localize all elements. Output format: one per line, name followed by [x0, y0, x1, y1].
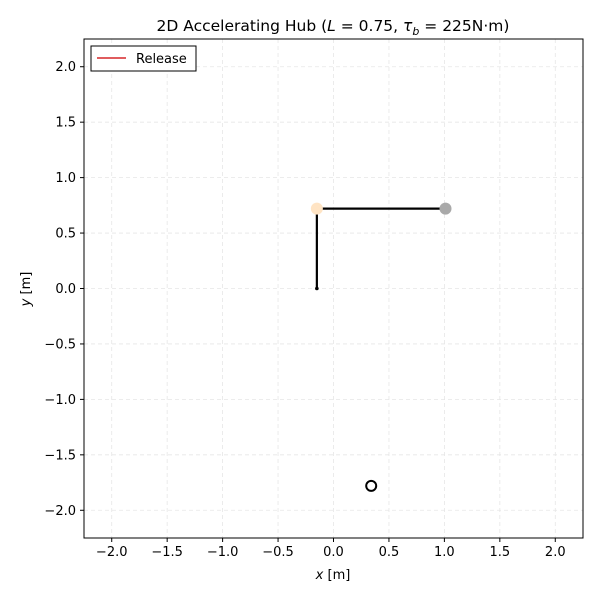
x-tick-label: −1.0 — [207, 545, 239, 560]
y-axis-label: y [m] — [19, 272, 34, 308]
title-main: 2D Accelerating Hub ( — [157, 17, 328, 35]
chart-title: 2D Accelerating Hub (L = 0.75, τb = 225N… — [157, 17, 510, 38]
x-tick-label: −1.5 — [151, 545, 183, 560]
y-tick-label: 1.5 — [55, 116, 76, 131]
tip-point — [439, 202, 452, 215]
x-tick-label: 2.0 — [545, 545, 566, 560]
y-tick-label: −2.0 — [44, 504, 76, 519]
y-tick-label: 2.0 — [55, 60, 76, 75]
title-eq2: = 225N·m) — [419, 17, 509, 35]
target-marker — [365, 479, 378, 492]
y-tick-label: −1.0 — [44, 393, 76, 408]
ticks-layer: −2.0 −1.5 −1.0 −0.5 0.0 0.5 1.0 1.5 2.0 −2.0 −1.5 −… — [44, 60, 565, 560]
x-tick-label: −2.0 — [96, 545, 128, 560]
title-sub: b — [412, 25, 419, 38]
marks-layer — [310, 202, 452, 492]
xlabel-var: x — [315, 568, 324, 583]
title-tau: τ — [403, 17, 413, 35]
joint-point — [310, 202, 323, 215]
ylabel-var: y — [19, 298, 34, 307]
x-tick-label: −0.5 — [262, 545, 294, 560]
grid-layer — [84, 39, 583, 538]
title-eq1: = 0.75, — [336, 17, 403, 35]
y-tick-label: −1.5 — [44, 448, 76, 463]
x-axis-label: x [m] — [315, 568, 351, 583]
y-tick-label: 0.5 — [55, 227, 76, 242]
x-tick-label: 1.5 — [489, 545, 510, 560]
x-tick-label: 0.5 — [379, 545, 400, 560]
xlabel-unit: [m] — [323, 568, 350, 583]
y-tick-label: 1.0 — [55, 171, 76, 186]
x-tick-label: 1.0 — [434, 545, 455, 560]
x-tick-label: 0.0 — [323, 545, 344, 560]
ylabel-unit: [m] — [19, 272, 34, 299]
legend-label-release: Release — [136, 52, 187, 67]
y-tick-label: −0.5 — [44, 337, 76, 352]
y-tick-label: 0.0 — [55, 282, 76, 297]
title-L: L — [327, 17, 336, 35]
legend: Release — [90, 45, 197, 72]
hub-point — [315, 286, 319, 291]
plot-frame — [83, 38, 584, 539]
